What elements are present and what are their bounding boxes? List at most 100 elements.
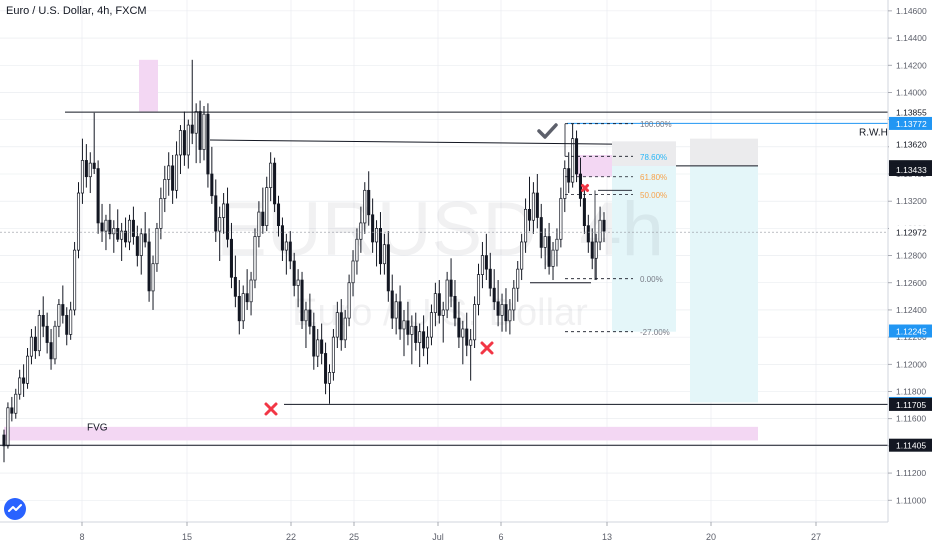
candle-body <box>96 168 100 224</box>
candle-body <box>488 268 492 289</box>
chart-title: Euro / U.S. Dollar, 4h, FXCM <box>6 5 147 17</box>
marks: FVG R.W.H <box>87 123 888 434</box>
candle-body <box>500 304 504 316</box>
candle-body <box>582 198 586 227</box>
candle-body <box>508 309 512 322</box>
candle-body <box>449 279 453 297</box>
price-tick-label: 1.11200 <box>896 468 926 478</box>
candle-body <box>535 192 539 218</box>
candle-body <box>245 293 249 303</box>
candle-body <box>33 336 37 352</box>
price-label-bg <box>889 397 932 411</box>
candle-body <box>406 320 410 335</box>
candle-body <box>84 160 88 178</box>
candle-body <box>414 325 418 343</box>
candle-body <box>198 111 202 150</box>
price-label-bg <box>889 116 932 130</box>
candle-body <box>80 160 84 194</box>
candle-body <box>351 260 355 284</box>
candle-body <box>441 309 445 316</box>
candle-body <box>476 274 481 305</box>
tradingview-logo-icon[interactable] <box>4 498 26 520</box>
candle-body <box>257 211 261 237</box>
candle-body <box>300 279 304 322</box>
candle-body <box>382 244 386 265</box>
target-zone-1 <box>612 165 676 332</box>
candle-body <box>186 124 190 156</box>
candle-body <box>437 293 441 316</box>
candle-body <box>178 130 182 156</box>
candle-body <box>269 162 273 188</box>
price-tick-label: 1.13200 <box>896 196 927 206</box>
candle-body <box>394 301 398 319</box>
candle-body <box>18 377 22 395</box>
candle-body <box>253 236 257 281</box>
candle-body <box>469 339 473 346</box>
candle-body <box>445 279 449 311</box>
time-tick-label: 8 <box>79 532 84 542</box>
candle-body <box>327 372 332 384</box>
price-label-bg <box>889 137 932 151</box>
candle-body <box>45 325 49 343</box>
rwh-label: R.W.H <box>859 127 888 138</box>
candle-body <box>6 407 10 447</box>
candle-body <box>280 225 284 251</box>
candle-body <box>116 228 120 240</box>
fib-label: 50.00% <box>640 191 667 200</box>
check-icon <box>537 123 558 139</box>
candle-body <box>139 233 143 256</box>
candle-body <box>429 312 433 338</box>
candle-body <box>531 192 535 221</box>
candle-body <box>143 233 147 243</box>
candle-body <box>304 309 308 322</box>
zones <box>4 59 758 441</box>
candle-body <box>190 124 194 134</box>
candle-body <box>312 325 316 357</box>
price-label: 1.13772 <box>896 119 927 129</box>
time-tick-label: 13 <box>602 532 612 542</box>
price-label-bg <box>889 105 932 119</box>
fvg-label: FVG <box>87 423 108 434</box>
price-tick-label: 1.12400 <box>896 305 927 315</box>
candle-body <box>222 203 226 218</box>
time-tick-label: Jul <box>432 532 444 542</box>
price-tick-label: 1.11000 <box>896 495 926 505</box>
candle-body <box>151 263 155 292</box>
cross-icon <box>264 402 278 416</box>
time-axis[interactable]: 8 15 22 25 Jul 6 13 20 27 <box>0 521 888 542</box>
fib-retracement[interactable]: 100.00% 78.60% 61.80% 50.00% 0.00% -27.00% <box>564 120 672 337</box>
candle-body <box>22 377 26 384</box>
candle-body <box>465 328 469 346</box>
price-tick-label: 1.12800 <box>896 251 927 261</box>
price-tick-label: 1.14600 <box>896 6 927 16</box>
candle-body <box>175 154 179 191</box>
candle-body <box>171 165 175 191</box>
candle-body <box>339 312 343 341</box>
candle-body <box>100 222 104 232</box>
price-label-bg <box>889 438 932 452</box>
candle-body <box>504 304 508 322</box>
candle-body <box>147 241 151 292</box>
candle-body <box>210 173 214 197</box>
fvg-zone-top <box>139 59 158 112</box>
candle-body <box>355 238 359 262</box>
candle-body <box>292 260 296 286</box>
candle-body <box>218 217 222 232</box>
candle-body <box>563 168 567 199</box>
candle-body <box>316 339 320 357</box>
candle-body <box>492 287 496 303</box>
candle-body <box>163 179 167 199</box>
stop-zone-1 <box>612 141 676 166</box>
price-tick-label: 1.14400 <box>896 33 927 43</box>
candle-body <box>88 162 92 178</box>
candle-body <box>233 276 237 297</box>
candle-body <box>65 315 69 335</box>
candle-body <box>159 198 163 229</box>
price-label-bg <box>889 225 932 239</box>
price-axis[interactable]: 1.146001.144001.142001.140001.138001.136… <box>887 0 932 522</box>
time-tick-label: 6 <box>498 532 503 542</box>
price-label-bg <box>889 163 932 177</box>
candle-body <box>124 230 128 243</box>
fib-label: -27.00% <box>640 328 670 337</box>
